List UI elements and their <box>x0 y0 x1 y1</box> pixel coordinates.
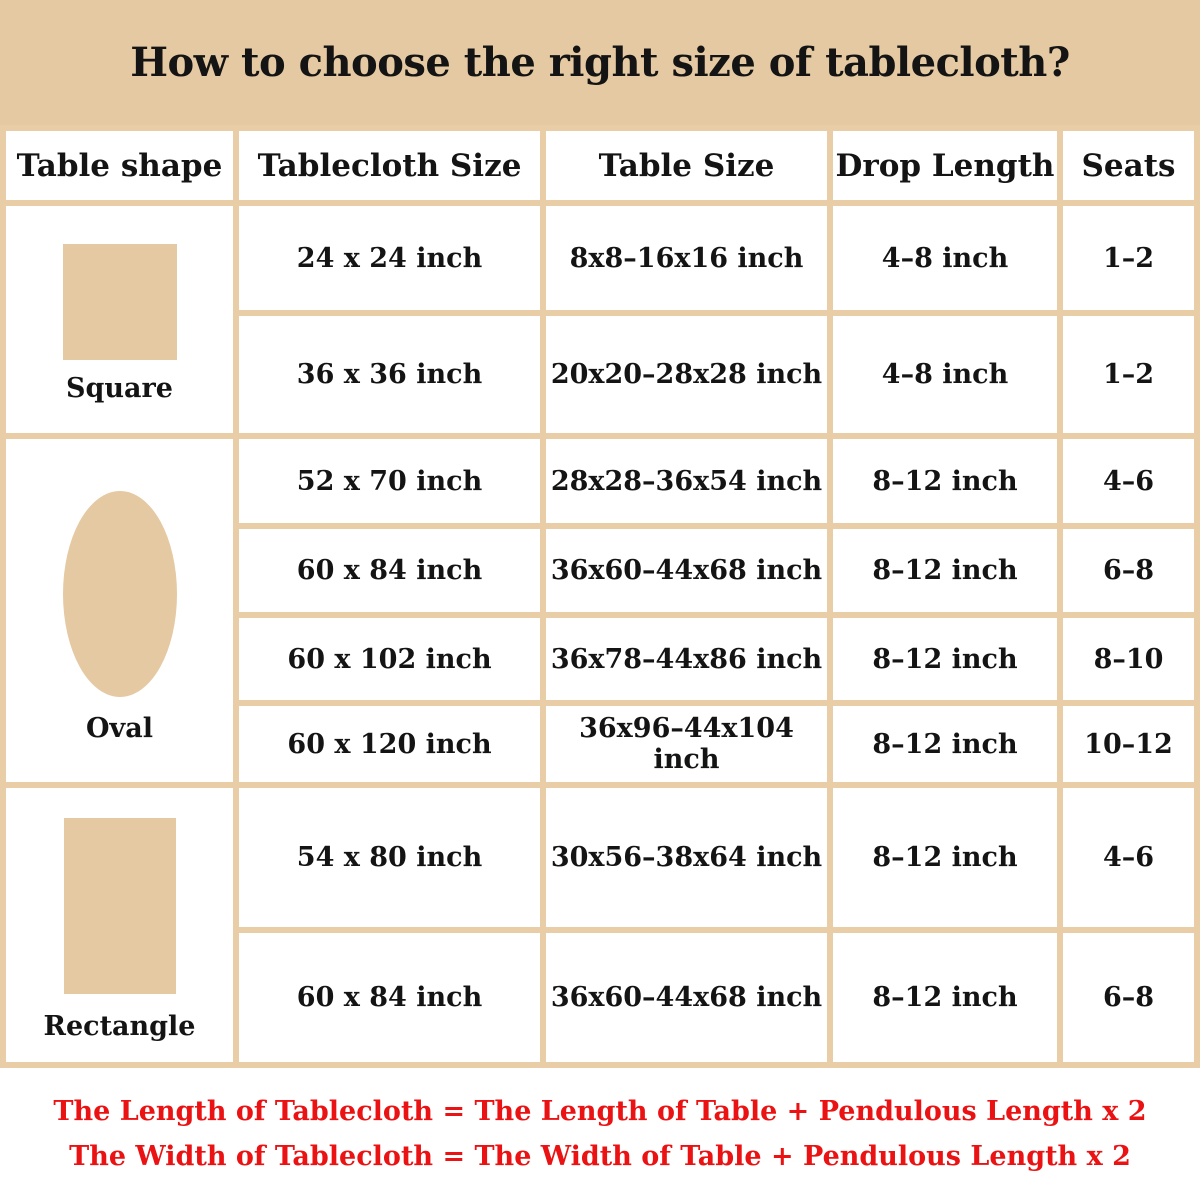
cell-tablecloth-size: 24 x 24 inch <box>239 206 540 310</box>
cell-seats: 4–6 <box>1063 439 1194 523</box>
cell-seats: 4–6 <box>1063 788 1194 927</box>
cell-seats: 1–2 <box>1063 206 1194 310</box>
oval-shape-icon <box>62 491 177 697</box>
cell-tablecloth-size: 60 x 102 inch <box>239 618 540 700</box>
cell-tablecloth-size: 60 x 84 inch <box>239 529 540 612</box>
square-shape-icon <box>62 244 177 360</box>
cell-seats: 10–12 <box>1063 706 1194 782</box>
page-title: How to choose the right size of tableclo… <box>130 39 1070 86</box>
cell-drop-length: 8–12 inch <box>833 618 1057 700</box>
cell-tablecloth-size: 52 x 70 inch <box>239 439 540 523</box>
length-formula: The Length of Tablecloth = The Length of… <box>53 1096 1147 1127</box>
cell-tablecloth-size: 54 x 80 inch <box>239 788 540 927</box>
cell-drop-length: 8–12 inch <box>833 706 1057 782</box>
cell-tablecloth-size: 36 x 36 inch <box>239 316 540 433</box>
cell-table-size: 28x28–36x54 inch <box>546 439 827 523</box>
cell-drop-length: 8–12 inch <box>833 788 1057 927</box>
cell-drop-length: 8–12 inch <box>833 933 1057 1062</box>
shape-label-oval: Oval <box>86 713 153 744</box>
cell-seats: 8–10 <box>1063 618 1194 700</box>
cell-tablecloth-size: 60 x 120 inch <box>239 706 540 782</box>
cell-tablecloth-size: 60 x 84 inch <box>239 933 540 1062</box>
footer-formulas: The Length of Tablecloth = The Length of… <box>0 1096 1200 1172</box>
cell-seats: 6–8 <box>1063 529 1194 612</box>
cell-table-size: 30x56–38x64 inch <box>546 788 827 927</box>
cell-drop-length: 8–12 inch <box>833 529 1057 612</box>
rectangle-shape-icon <box>63 818 176 994</box>
column-header-seats: Seats <box>1063 131 1194 200</box>
cell-drop-length: 4–8 inch <box>833 206 1057 310</box>
cell-seats: 1–2 <box>1063 316 1194 433</box>
column-header-table-shape: Table shape <box>6 131 233 200</box>
column-header-drop-length: Drop Length <box>833 131 1057 200</box>
cell-table-size: 20x20–28x28 inch <box>546 316 827 433</box>
cell-drop-length: 4–8 inch <box>833 316 1057 433</box>
cell-table-size: 8x8–16x16 inch <box>546 206 827 310</box>
shape-label-rectangle: Rectangle <box>43 1011 196 1042</box>
column-header-table-size: Table Size <box>546 131 827 200</box>
title-band: How to choose the right size of tableclo… <box>0 0 1200 125</box>
shape-label-square: Square <box>66 373 173 404</box>
shape-cell-square: Square <box>6 206 233 433</box>
cell-seats: 6–8 <box>1063 933 1194 1062</box>
column-header-tablecloth-size: Tablecloth Size <box>239 131 540 200</box>
shape-cell-rectangle: Rectangle <box>6 788 233 1062</box>
cell-drop-length: 8–12 inch <box>833 439 1057 523</box>
tablecloth-size-table: Table shape Tablecloth Size Table Size D… <box>0 125 1200 1068</box>
shape-cell-oval: Oval <box>6 439 233 782</box>
cell-table-size: 36x60–44x68 inch <box>546 933 827 1062</box>
cell-table-size: 36x96–44x104 inch <box>546 706 827 782</box>
cell-table-size: 36x60–44x68 inch <box>546 529 827 612</box>
width-formula: The Width of Tablecloth = The Width of T… <box>69 1141 1131 1172</box>
cell-table-size: 36x78–44x86 inch <box>546 618 827 700</box>
